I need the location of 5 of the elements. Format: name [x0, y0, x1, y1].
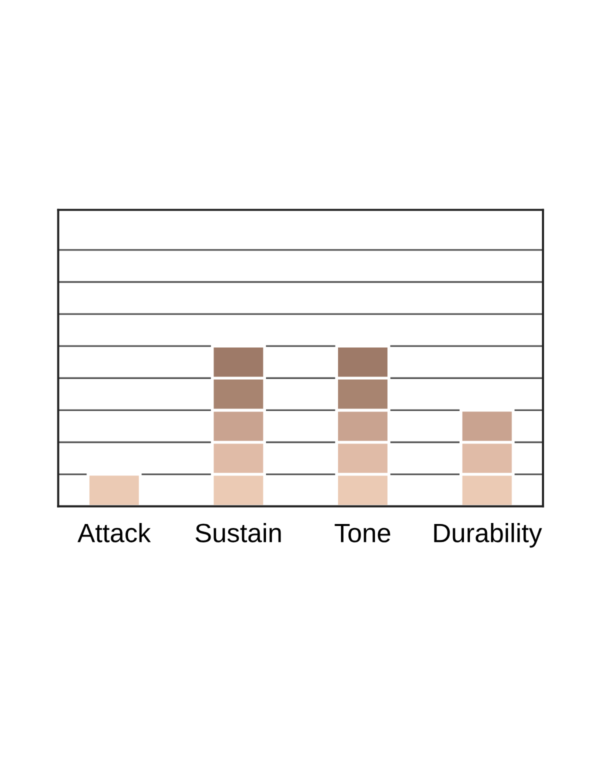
bar	[86, 472, 142, 506]
x-tick-label: Sustain	[196, 522, 281, 542]
x-tick-label: Durability	[434, 522, 542, 548]
x-tick-label: Tone	[334, 524, 390, 542]
x-tick-label: Attack	[78, 522, 151, 542]
